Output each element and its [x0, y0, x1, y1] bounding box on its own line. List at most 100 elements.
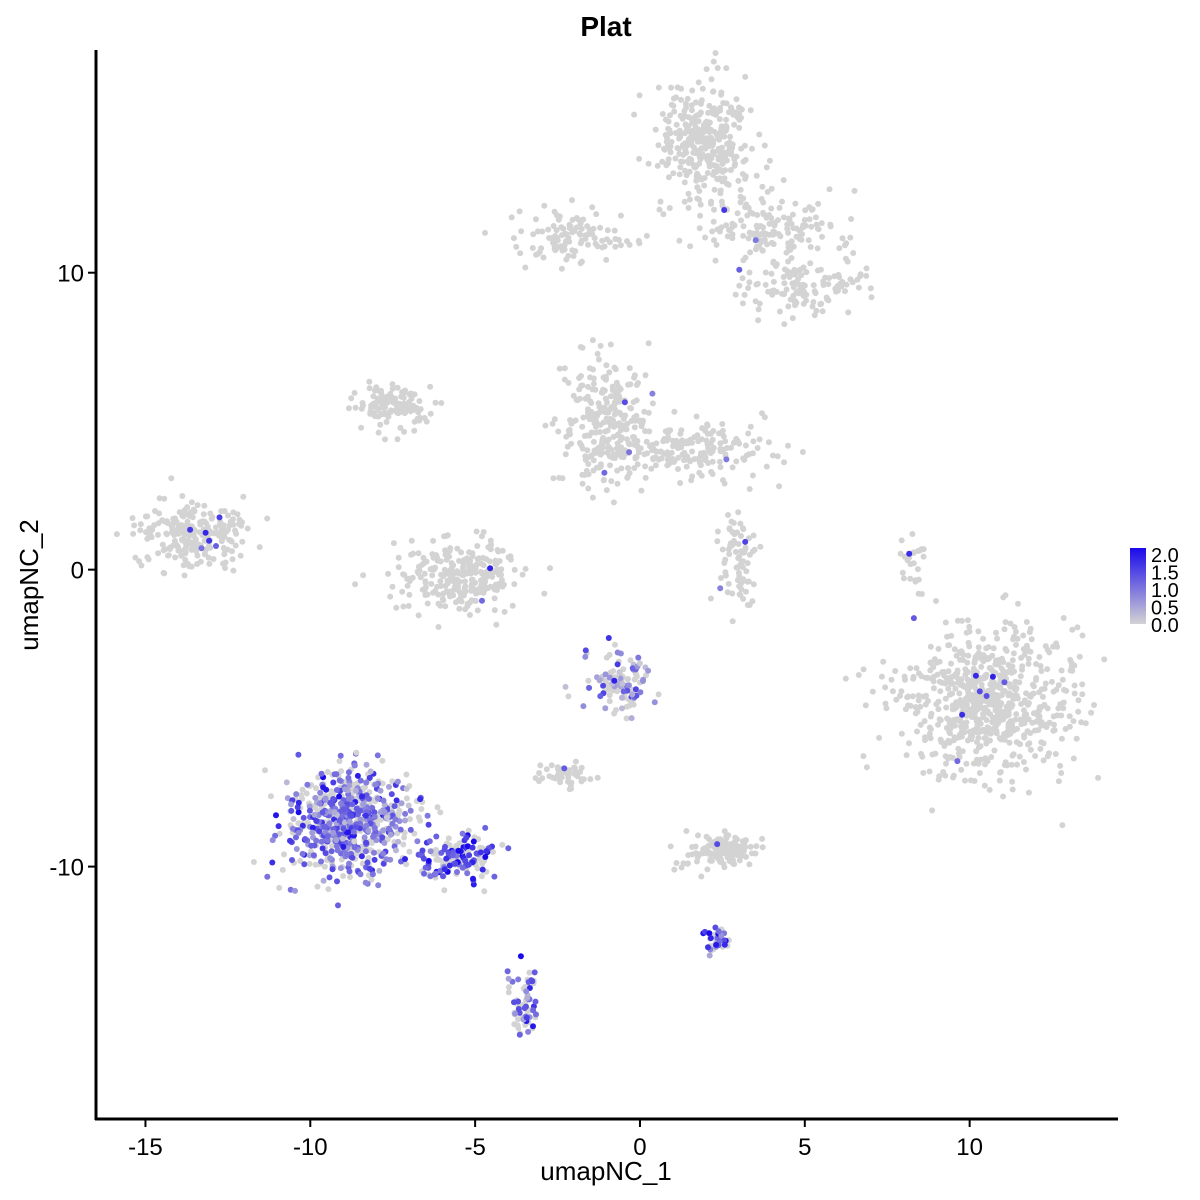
- data-point: [232, 527, 238, 534]
- data-point: [815, 200, 822, 207]
- data-point: [408, 537, 415, 544]
- data-point: [710, 58, 717, 65]
- data-point: [902, 706, 909, 713]
- data-point: [537, 762, 544, 769]
- data-point: [671, 866, 678, 873]
- data-point: [983, 693, 990, 699]
- data-point: [918, 546, 925, 553]
- data-point: [611, 419, 617, 426]
- data-point: [213, 543, 219, 549]
- data-point: [220, 560, 226, 567]
- data-point: [308, 842, 315, 849]
- data-point: [572, 758, 579, 765]
- data-point: [566, 238, 573, 245]
- data-point: [600, 434, 607, 441]
- data-point: [113, 531, 120, 538]
- data-point: [906, 740, 912, 747]
- data-point: [373, 413, 380, 420]
- data-point: [1070, 718, 1077, 725]
- data-point: [706, 930, 713, 937]
- data-point: [400, 603, 407, 610]
- data-point: [1048, 678, 1055, 685]
- data-point: [749, 145, 755, 152]
- data-point: [678, 96, 684, 103]
- data-point: [586, 432, 593, 439]
- data-point: [371, 856, 378, 863]
- data-point: [144, 513, 151, 520]
- data-point: [551, 416, 558, 423]
- data-point: [755, 317, 762, 324]
- data-point: [390, 540, 397, 547]
- data-point: [700, 124, 707, 131]
- data-point: [603, 487, 610, 494]
- data-point: [742, 837, 749, 844]
- data-point: [569, 229, 576, 236]
- data-point: [301, 861, 308, 868]
- data-point: [735, 509, 742, 516]
- data-point: [714, 538, 721, 545]
- data-point: [587, 776, 594, 783]
- data-point: [631, 372, 638, 379]
- data-point: [316, 828, 323, 835]
- data-point: [463, 834, 470, 841]
- data-point: [201, 502, 208, 509]
- data-point: [626, 365, 633, 372]
- data-point: [473, 528, 480, 535]
- data-point: [594, 243, 601, 250]
- data-point: [549, 420, 556, 427]
- data-point: [724, 589, 731, 596]
- data-point: [579, 382, 586, 389]
- data-point: [367, 768, 374, 775]
- data-point: [754, 445, 761, 451]
- data-point: [522, 565, 529, 572]
- data-point: [371, 849, 377, 856]
- data-point: [935, 776, 942, 783]
- data-point: [749, 598, 756, 605]
- data-point: [295, 751, 302, 758]
- data-point: [708, 857, 715, 864]
- data-point: [256, 544, 263, 551]
- data-point: [611, 677, 618, 684]
- data-point: [820, 282, 827, 288]
- data-point: [979, 675, 986, 682]
- data-point: [311, 811, 318, 818]
- data-point: [980, 635, 987, 642]
- data-point: [781, 280, 788, 287]
- data-point: [597, 342, 604, 349]
- data-point: [1041, 701, 1048, 708]
- data-point: [675, 145, 682, 152]
- data-point: [402, 817, 408, 824]
- data-point: [551, 208, 558, 215]
- data-point: [1058, 735, 1065, 742]
- data-point: [1002, 759, 1009, 766]
- data-point: [993, 629, 999, 636]
- data-point: [394, 436, 401, 443]
- data-point: [704, 422, 711, 429]
- data-point: [519, 571, 526, 578]
- data-point: [719, 427, 726, 434]
- data-point: [293, 846, 300, 852]
- data-point: [810, 299, 817, 305]
- data-point: [411, 391, 418, 398]
- data-point: [573, 215, 580, 221]
- data-point: [1051, 721, 1057, 728]
- data-point: [407, 826, 414, 833]
- data-point: [386, 783, 392, 790]
- data-point: [230, 516, 236, 523]
- data-point: [144, 554, 151, 561]
- data-point: [697, 212, 704, 219]
- data-point: [306, 852, 313, 859]
- data-point: [456, 578, 463, 585]
- data-point: [174, 542, 180, 549]
- data-point: [927, 659, 934, 666]
- data-point: [699, 85, 706, 92]
- data-point: [920, 693, 927, 700]
- data-point: [407, 807, 414, 814]
- data-point: [416, 414, 423, 421]
- data-point: [509, 602, 516, 609]
- data-point: [1020, 646, 1027, 653]
- data-point: [554, 764, 561, 771]
- data-point: [876, 734, 883, 741]
